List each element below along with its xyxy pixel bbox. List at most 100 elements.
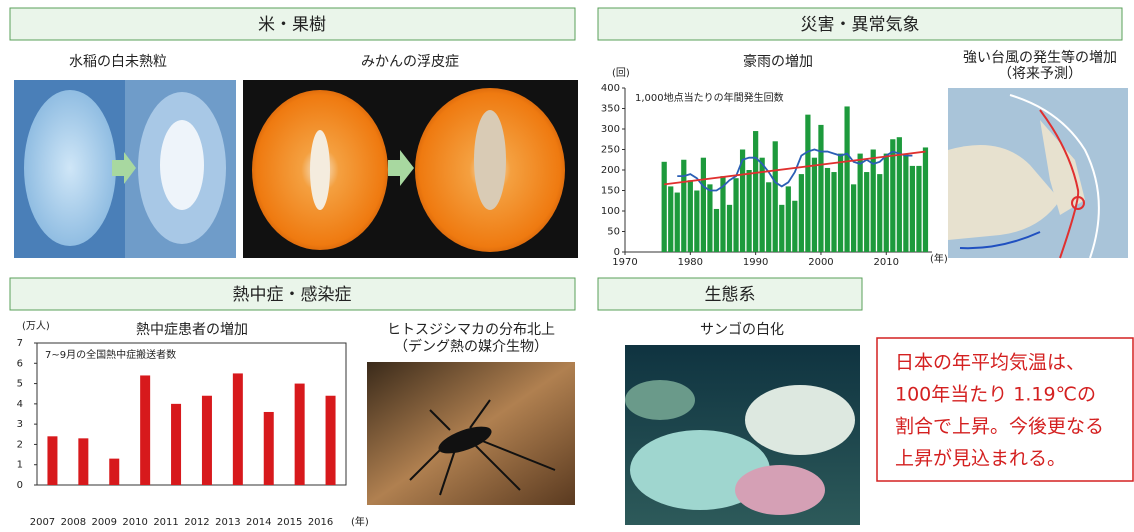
bar	[779, 205, 784, 252]
mikan-photo	[243, 80, 578, 258]
bar	[864, 172, 869, 252]
section-header: 米・果樹	[10, 8, 575, 40]
caption: 水稲の白未熟粒	[69, 54, 167, 70]
x-tick-label: 2014	[246, 517, 271, 528]
bar	[694, 191, 699, 253]
bar	[688, 180, 693, 252]
bar	[668, 186, 673, 252]
bar	[714, 209, 719, 252]
bar	[78, 438, 88, 485]
bar	[877, 174, 882, 252]
bar	[851, 184, 856, 252]
x-tick-label: 2000	[808, 257, 833, 268]
bar	[746, 170, 751, 252]
bar	[707, 184, 712, 252]
x-tick-label: 2013	[215, 517, 240, 528]
typhoon-map	[948, 88, 1128, 258]
bar	[701, 158, 706, 252]
section-header: 生態系	[598, 278, 862, 310]
caption: みかんの浮皮症	[361, 54, 459, 70]
mosquito-photo	[367, 362, 575, 505]
bar	[727, 205, 732, 252]
caption: 強い台風の発生等の増加	[963, 49, 1117, 66]
annotation: 7~9月の全国熱中症搬送者数	[45, 348, 176, 361]
y-tick-label: 6	[17, 358, 23, 369]
bar	[884, 154, 889, 252]
bar	[295, 384, 305, 485]
bar	[844, 106, 849, 252]
x-tick-label: 2010	[122, 517, 147, 528]
y-tick-label: 1	[17, 460, 23, 471]
y-unit: (万人)	[22, 320, 50, 332]
x-tick-label: 2009	[92, 517, 117, 528]
bar	[916, 166, 921, 252]
caption: ヒトスジシマカの分布北上	[387, 322, 555, 338]
bar	[681, 160, 686, 252]
bar	[326, 396, 336, 485]
bar	[171, 404, 181, 485]
y-tick-label: 2	[17, 439, 23, 450]
bar	[831, 172, 836, 252]
caption: （デング熱の媒介生物）	[394, 338, 548, 355]
x-tick-label: 1980	[678, 257, 703, 268]
bar	[805, 115, 810, 252]
section-header: 熱中症・感染症	[10, 278, 575, 310]
x-tick-label: 2011	[153, 517, 178, 528]
bar	[812, 158, 817, 252]
section-title: 災害・異常気象	[801, 15, 920, 35]
section-title: 米・果樹	[258, 15, 326, 35]
bar	[773, 141, 778, 252]
bar	[662, 162, 667, 252]
bar	[202, 396, 212, 485]
note-line: 上昇が見込まれる。	[895, 448, 1066, 470]
y-tick-label: 7	[17, 338, 23, 349]
y-tick-label: 200	[601, 165, 620, 176]
annotation: 1,000地点当たりの年間発生回数	[635, 91, 784, 104]
bar	[923, 147, 928, 252]
y-tick-label: 3	[17, 419, 23, 430]
bar	[818, 125, 823, 252]
y-unit: (回)	[612, 67, 630, 79]
y-tick-label: 50	[607, 227, 620, 238]
x-tick-label: 2007	[30, 517, 55, 528]
chart-title: 熱中症患者の増加	[136, 322, 248, 338]
note-line: 100年当たり 1.19℃の	[895, 384, 1096, 406]
bar	[264, 412, 274, 485]
note-box: 日本の年平均気温は、 100年当たり 1.19℃の 割合で上昇。今後更なる 上昇…	[877, 338, 1133, 481]
bar	[733, 178, 738, 252]
x-tick-label: 1970	[612, 257, 637, 268]
bar	[858, 154, 863, 252]
bar	[799, 174, 804, 252]
bar	[766, 182, 771, 252]
chart-title: 豪雨の増加	[743, 54, 813, 70]
y-tick-label: 0	[17, 480, 23, 491]
bar	[675, 193, 680, 252]
x-unit: (年)	[930, 252, 948, 265]
bar	[910, 166, 915, 252]
bar	[871, 150, 876, 253]
y-tick-label: 5	[17, 379, 23, 390]
section-title: 生態系	[705, 285, 756, 305]
y-tick-label: 350	[601, 104, 620, 115]
bar	[792, 201, 797, 252]
y-tick-label: 400	[601, 83, 620, 94]
caption: サンゴの白化	[700, 321, 784, 338]
x-tick-label: 2015	[277, 517, 302, 528]
bar	[753, 131, 758, 252]
x-tick-label: 2008	[61, 517, 86, 528]
bar	[903, 154, 908, 252]
bar	[140, 375, 150, 485]
bar	[109, 459, 119, 485]
bar	[825, 168, 830, 252]
x-tick-label: 2016	[308, 517, 333, 528]
y-tick-label: 4	[17, 399, 23, 410]
y-tick-label: 250	[601, 145, 620, 156]
section-header: 災害・異常気象	[598, 8, 1122, 40]
bar	[786, 186, 791, 252]
caption: （将来予測）	[998, 66, 1082, 82]
y-tick-label: 150	[601, 186, 620, 197]
bar	[233, 373, 243, 485]
infographic: 米・果樹 災害・異常気象 熱中症・感染症 生態系 水稲の白未熟粒 みかんの浮皮症…	[0, 0, 1134, 532]
bar	[838, 154, 843, 252]
x-tick-label: 2010	[874, 257, 899, 268]
